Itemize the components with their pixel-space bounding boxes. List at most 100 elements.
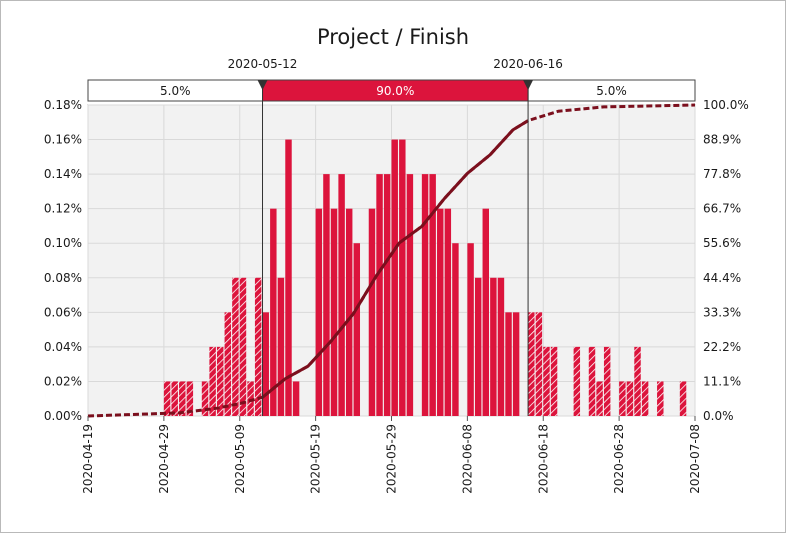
histogram-bar [641, 381, 649, 416]
marker-date-label: 2020-05-12 [228, 57, 298, 71]
histogram-bar [323, 174, 330, 416]
histogram-bar [345, 208, 353, 416]
histogram-bar [171, 381, 178, 416]
histogram-bar [421, 174, 429, 416]
histogram-bar [550, 346, 558, 416]
histogram-bar [429, 174, 436, 416]
y-left-tick-label: 0.04% [44, 340, 82, 354]
histogram-bar [209, 346, 216, 416]
histogram-bar [535, 312, 543, 416]
histogram-bar [186, 381, 194, 416]
x-tick-label: 2020-06-18 [536, 424, 550, 494]
histogram-bar [353, 243, 361, 416]
y-right-tick-label: 11.1% [703, 374, 741, 388]
histogram-bar [216, 346, 224, 416]
y-right-tick-label: 100.0% [703, 98, 749, 112]
x-tick-label: 2020-06-08 [460, 424, 474, 494]
histogram-bar [399, 139, 406, 417]
histogram-bar [474, 277, 482, 416]
histogram-bar [224, 312, 232, 416]
histogram-bar [626, 381, 634, 416]
probability-bands[interactable]: 5.0% 90.0% 5.0% [87, 79, 696, 102]
cumulative-line-solid [261, 119, 529, 399]
x-tick-label: 2020-04-19 [81, 424, 95, 494]
histogram-bar [368, 208, 376, 416]
y-right-tick-label: 0.0% [703, 409, 734, 423]
histogram-bar [406, 174, 414, 416]
histogram-bar [512, 312, 520, 416]
y-right-tick-label: 66.7% [703, 202, 741, 216]
histogram-bar [634, 346, 641, 416]
y-right-tick-label: 22.2% [703, 340, 741, 354]
band-label: 5.0% [596, 84, 627, 98]
histogram-bar [444, 208, 452, 416]
x-tick-label: 2020-04-29 [157, 424, 171, 494]
histogram-bar [383, 174, 391, 416]
y-left-tick-label: 0.18% [44, 98, 82, 112]
histogram-bar [285, 139, 292, 417]
x-tick-label: 2020-07-08 [688, 424, 702, 494]
x-tick-label: 2020-06-28 [612, 424, 626, 494]
histogram-bar [657, 381, 664, 416]
x-tick-label: 2020-05-09 [233, 424, 247, 494]
bar-series [163, 139, 687, 417]
histogram-bar [437, 208, 444, 416]
marker-handle-icon [257, 80, 268, 90]
y-left-tick-label: 0.14% [44, 167, 82, 181]
histogram-bar [376, 174, 383, 416]
histogram-bar [330, 208, 338, 416]
histogram-bar [543, 346, 550, 416]
histogram-bar [603, 346, 611, 416]
histogram-bar [201, 381, 209, 416]
y-axis-left: 0.00% 0.02% 0.04% 0.06% 0.08% 0.10% 0.12% 0.14%… [44, 98, 82, 423]
histogram-bar [270, 208, 277, 416]
y-left-tick-label: 0.06% [44, 305, 82, 319]
histogram-bar [254, 277, 262, 416]
x-tick-label: 2020-05-29 [385, 424, 399, 494]
histogram-bar [179, 381, 186, 416]
marker-date-label: 2020-06-16 [493, 57, 563, 71]
histogram-bar [573, 346, 581, 416]
band-label: 5.0% [160, 84, 191, 98]
histogram-bar [277, 277, 285, 416]
histogram-bar [247, 381, 254, 416]
histogram-bar [391, 139, 398, 417]
y-axis-right: 0.0% 11.1% 22.2% 33.3% 44.4% 55.6% 66.7% 77.8% 8… [703, 98, 749, 423]
histogram-bar [596, 381, 603, 416]
x-tick-label: 2020-05-19 [309, 424, 323, 494]
histogram-bar [239, 277, 247, 416]
histogram-bar [452, 243, 459, 416]
chart-title: Project / Finish [317, 25, 469, 49]
histogram-bar [588, 346, 596, 416]
y-left-tick-label: 0.00% [44, 409, 82, 423]
y-left-tick-label: 0.08% [44, 271, 82, 285]
histogram-bar [679, 381, 687, 416]
y-right-tick-label: 55.6% [703, 236, 741, 250]
y-left-tick-label: 0.10% [44, 236, 82, 250]
y-right-tick-label: 33.3% [703, 305, 741, 319]
histogram-bar [262, 312, 269, 416]
histogram-bar [163, 381, 171, 416]
histogram-bar [315, 208, 323, 416]
histogram-bar [505, 312, 512, 416]
y-left-tick-label: 0.12% [44, 202, 82, 216]
histogram-bar [497, 277, 505, 416]
histogram-bar [490, 277, 497, 416]
histogram-bar [619, 381, 626, 416]
y-left-tick-label: 0.02% [44, 374, 82, 388]
histogram-bar [467, 243, 474, 416]
marker-handle-icon [523, 80, 534, 90]
histogram-bar [338, 174, 345, 416]
histogram-bar [232, 277, 239, 416]
x-axis: 2020-04-19 2020-04-29 2020-05-09 2020-05-19… [81, 416, 702, 494]
range-markers[interactable]: 2020-05-12 2020-06-16 [228, 57, 563, 416]
y-left-tick-label: 0.16% [44, 133, 82, 147]
band-label: 90.0% [376, 84, 414, 98]
histogram-bar [482, 208, 489, 416]
y-right-tick-label: 44.4% [703, 271, 741, 285]
histogram-bar [292, 381, 300, 416]
y-right-tick-label: 88.9% [703, 133, 741, 147]
cumulative-line-group [87, 103, 696, 418]
